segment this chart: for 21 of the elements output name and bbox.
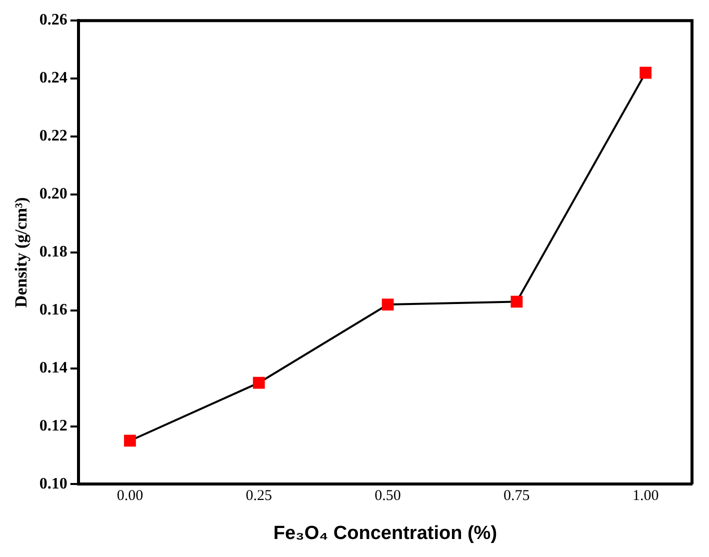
y-tick-label: 0.22 <box>39 128 68 145</box>
point <box>510 296 523 308</box>
point <box>252 376 265 389</box>
x-tick-label: 0.25 <box>246 488 272 504</box>
y-tick-label: 0.26 <box>39 12 68 29</box>
y-tick-label: 0.16 <box>39 301 68 318</box>
point <box>640 66 652 79</box>
y-tick-label: 0.24 <box>39 70 68 87</box>
y-tick-label: 0.12 <box>39 417 68 434</box>
x-tick-label: 0.50 <box>374 488 401 504</box>
y-tick-label: 0.14 <box>39 359 68 376</box>
y-axis-title: Density (g/cm³) <box>12 197 31 308</box>
y-tick-label: 0.18 <box>39 244 68 261</box>
x-tick-label: 0.75 <box>504 488 530 504</box>
x-axis-title: Fe₃O₄ Concentration (%) <box>273 522 498 544</box>
y-tick-label: 0.10 <box>39 475 68 492</box>
point <box>382 298 394 311</box>
point <box>124 434 136 447</box>
x-tick-label: 0.00 <box>116 488 144 504</box>
y-tick-label: 0.20 <box>39 186 68 203</box>
x-tick-label: 1.00 <box>632 488 659 504</box>
